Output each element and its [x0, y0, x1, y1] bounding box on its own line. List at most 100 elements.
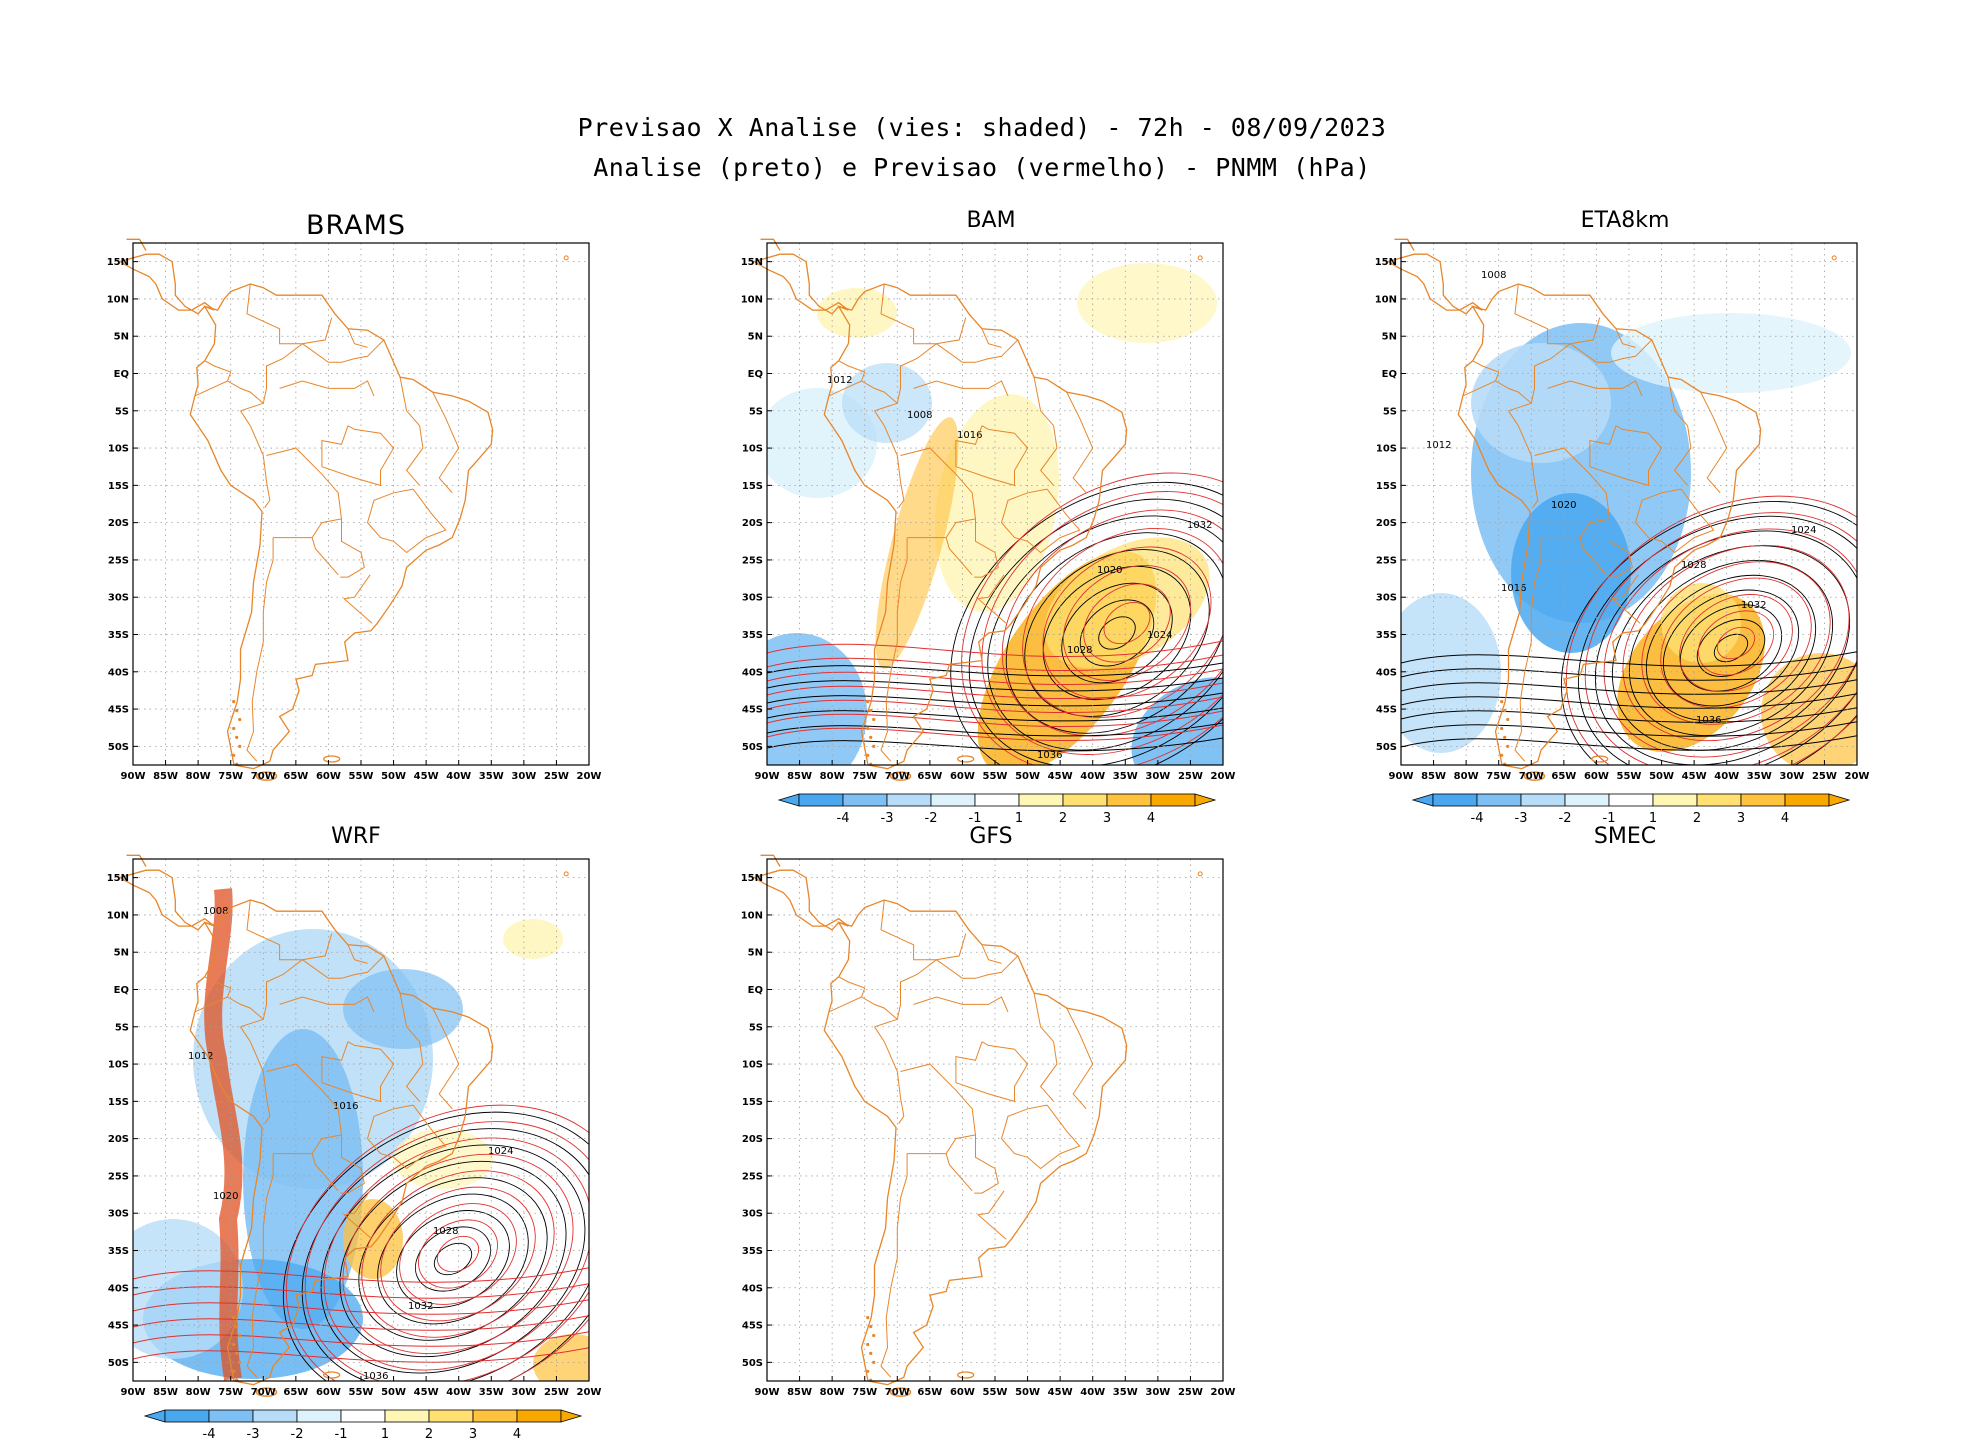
lat-tick-label: 20S — [108, 518, 129, 529]
coastline-yucatan — [126, 238, 147, 251]
lon-tick-label: 70W — [251, 1387, 276, 1398]
lat-tick-label: 50S — [108, 742, 129, 753]
grid-lines — [767, 243, 1223, 765]
grid-lines — [133, 243, 589, 765]
analysis-isobar — [767, 722, 1223, 737]
colorbar-label: -2 — [291, 1427, 304, 1442]
chile-islands — [238, 1360, 242, 1364]
lon-tick-label: 70W — [885, 771, 910, 782]
lon-tick-label: 35W — [1747, 771, 1772, 782]
colorbar-swatch — [930, 793, 976, 807]
contour-label: 1008 — [203, 906, 228, 917]
lat-tick-label: 10N — [741, 910, 763, 921]
forecast-isobar — [1622, 544, 1850, 742]
country-border — [828, 976, 866, 1013]
country-border — [347, 328, 368, 348]
country-border — [246, 537, 274, 762]
lat-tick-label: 5N — [114, 948, 129, 959]
forecast-isobar — [133, 1331, 589, 1347]
lat-tick-label: 5N — [748, 948, 763, 959]
country-border — [1033, 377, 1058, 486]
country-border — [279, 380, 375, 397]
coastline-central-america — [119, 869, 215, 931]
colorbar-label: -2 — [1559, 811, 1572, 826]
lat-tick-label: 5S — [115, 1022, 129, 1033]
forecast-isobar — [1083, 583, 1171, 663]
colorbar-swatch — [974, 793, 1020, 807]
forecast-isobar — [361, 1170, 555, 1338]
lat-tick-label: 20S — [742, 518, 763, 529]
contour-label: 1024 — [488, 1146, 513, 1157]
chile-islands — [866, 1369, 870, 1373]
analysis-isobar — [1577, 515, 1857, 765]
coastline-central-america — [753, 253, 849, 315]
lon-tick-label: 35W — [479, 1387, 504, 1398]
lon-tick-label: 85W — [1421, 771, 1446, 782]
colorbar-label: 3 — [1103, 811, 1111, 826]
lat-tick-label: 40S — [742, 1283, 763, 1294]
analysis-isobar — [1594, 530, 1857, 765]
lon-tick-label: 45W — [1048, 771, 1073, 782]
colorbar-swatch — [340, 1409, 386, 1423]
lon-tick-label: 80W — [820, 1387, 845, 1398]
lon-tick-label: 70W — [885, 1387, 910, 1398]
bias-shading — [1401, 593, 1501, 753]
lon-tick-label: 55W — [349, 771, 374, 782]
contour-label: 1032 — [1187, 520, 1212, 531]
colorbar-swatch — [1784, 793, 1830, 807]
lat-tick-label: 50S — [742, 742, 763, 753]
forecast-isobar — [133, 1283, 589, 1299]
colorbar-swatch — [428, 1409, 474, 1423]
country-border — [302, 339, 385, 363]
country-border — [907, 1134, 976, 1155]
lon-tick-label: 55W — [983, 771, 1008, 782]
lon-tick-label: 85W — [153, 1387, 178, 1398]
contour-label: 1008 — [1481, 270, 1506, 281]
country-border — [342, 574, 373, 624]
lon-tick-label: 45W — [1048, 1387, 1073, 1398]
chile-islands — [232, 1342, 236, 1347]
coastline-south-america — [189, 283, 494, 770]
lon-tick-label: 45W — [1682, 771, 1707, 782]
lat-tick-label: 20S — [1376, 518, 1397, 529]
forecast-isobar — [767, 710, 1223, 727]
country-border — [1634, 488, 1715, 554]
cape-verde-islands — [1197, 255, 1203, 261]
lat-tick-label: 5S — [749, 406, 763, 417]
lat-tick-label: 45S — [108, 705, 129, 716]
lat-tick-label: 15N — [741, 257, 763, 268]
country-border — [874, 933, 967, 1028]
lat-tick-label: 15S — [1376, 481, 1397, 492]
country-border — [880, 1153, 908, 1378]
country-border — [227, 996, 264, 1020]
cape-verde-islands — [563, 255, 569, 261]
country-border — [1589, 425, 1617, 467]
lon-tick-label: 65W — [283, 771, 308, 782]
grid-lines — [133, 859, 589, 1381]
country-border — [432, 1007, 460, 1110]
forecast-isobar — [767, 654, 1223, 671]
country-border — [321, 425, 395, 487]
lon-tick-label: 65W — [1551, 771, 1576, 782]
country-border — [1066, 1007, 1094, 1110]
lon-tick-label: 30W — [511, 1387, 536, 1398]
country-border — [194, 976, 232, 1013]
country-border — [1462, 360, 1500, 397]
tierra-del-fuego — [889, 1387, 912, 1397]
lat-tick-label: EQ — [748, 985, 763, 996]
figure-title: Previsao X Analise (vies: shaded) - 72h … — [0, 108, 1964, 188]
country-border — [861, 996, 898, 1020]
contour-label: 1012 — [827, 375, 852, 386]
lon-tick-label: 70W — [1519, 771, 1544, 782]
chile-islands — [235, 735, 239, 740]
analysis-isobar — [987, 515, 1223, 751]
forecast-isobar — [767, 682, 1223, 699]
lon-tick-label: 90W — [755, 1387, 780, 1398]
country-border — [936, 955, 1019, 979]
chile-islands — [232, 1369, 236, 1373]
analysis-isobar — [1401, 721, 1857, 737]
forecast-isobar — [342, 1153, 574, 1355]
forecast-isobar — [767, 640, 1223, 657]
chile-islands — [1503, 735, 1507, 740]
colorbar-label: -1 — [335, 1427, 348, 1442]
